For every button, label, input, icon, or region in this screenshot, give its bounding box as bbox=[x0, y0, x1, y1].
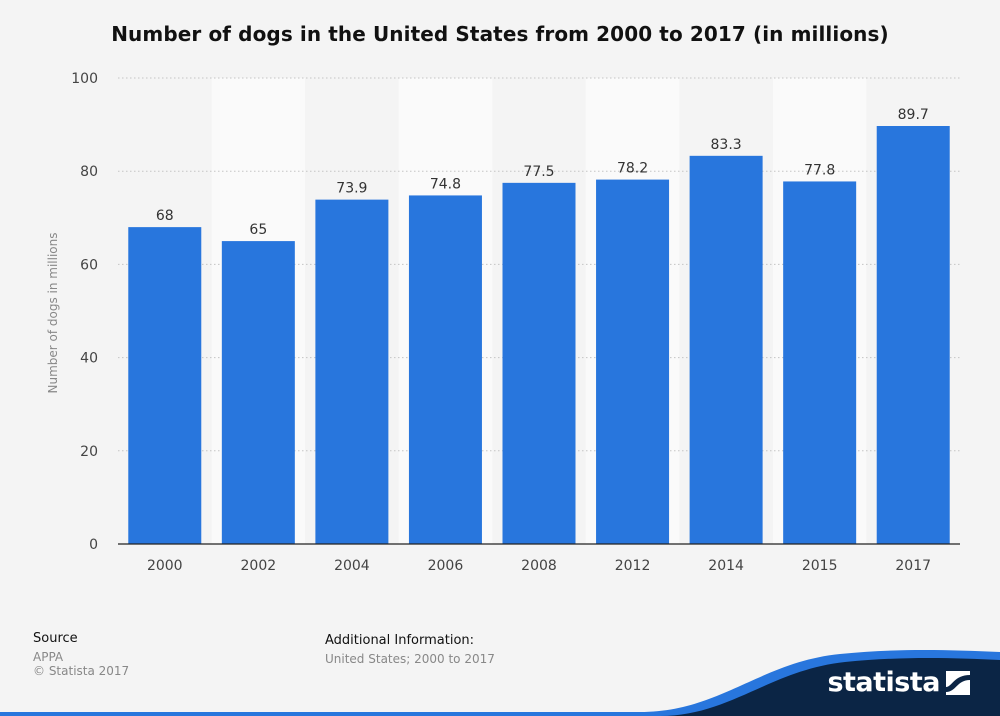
bar-chart: 0 20 40 60 80 100 68 2000 65 2002 73.9 2004 74.8 2006… bbox=[46, 71, 960, 574]
bar bbox=[783, 181, 857, 544]
bar bbox=[502, 182, 576, 544]
data-label: 78.2 bbox=[617, 161, 648, 177]
data-label: 74.8 bbox=[430, 176, 461, 192]
y-tick-label: 20 bbox=[80, 444, 98, 460]
y-tick-label: 0 bbox=[89, 537, 98, 553]
x-tick-label: 2002 bbox=[241, 558, 277, 574]
data-label: 77.8 bbox=[804, 162, 835, 178]
bar bbox=[689, 155, 763, 544]
data-label: 65 bbox=[249, 222, 267, 238]
data-label: 73.9 bbox=[336, 181, 367, 197]
y-tick-label: 40 bbox=[80, 351, 98, 367]
copyright-text: © Statista 2017 bbox=[33, 664, 130, 678]
x-tick-label: 2000 bbox=[147, 558, 183, 574]
additional-info-text: United States; 2000 to 2017 bbox=[325, 652, 495, 666]
additional-info-heading: Additional Information: bbox=[325, 633, 475, 648]
y-tick-label: 100 bbox=[71, 71, 98, 87]
y-axis-title: Number of dogs in millions bbox=[46, 232, 60, 393]
x-tick-label: 2008 bbox=[521, 558, 557, 574]
bar bbox=[596, 179, 670, 544]
brand-logo-text[interactable]: statista bbox=[827, 667, 940, 698]
x-tick-label: 2014 bbox=[708, 558, 744, 574]
x-tick-label: 2004 bbox=[334, 558, 370, 574]
data-label: 83.3 bbox=[711, 137, 742, 153]
source-name: APPA bbox=[33, 650, 64, 664]
bar bbox=[408, 195, 482, 544]
bar bbox=[315, 199, 389, 544]
data-label: 89.7 bbox=[898, 107, 929, 123]
x-tick-label: 2017 bbox=[895, 558, 931, 574]
bar bbox=[221, 241, 295, 544]
source-heading: Source bbox=[33, 631, 78, 646]
data-label: 68 bbox=[156, 208, 174, 224]
x-tick-label: 2012 bbox=[615, 558, 651, 574]
x-tick-label: 2006 bbox=[428, 558, 464, 574]
y-tick-label: 60 bbox=[80, 257, 98, 273]
y-tick-label: 80 bbox=[80, 164, 98, 180]
statista-logo-icon bbox=[946, 671, 970, 695]
bar bbox=[128, 227, 202, 544]
bar bbox=[876, 125, 950, 545]
chart-title: Number of dogs in the United States from… bbox=[111, 22, 889, 46]
data-label: 77.5 bbox=[523, 164, 554, 180]
brand-wave bbox=[0, 650, 1000, 716]
x-tick-label: 2015 bbox=[802, 558, 838, 574]
